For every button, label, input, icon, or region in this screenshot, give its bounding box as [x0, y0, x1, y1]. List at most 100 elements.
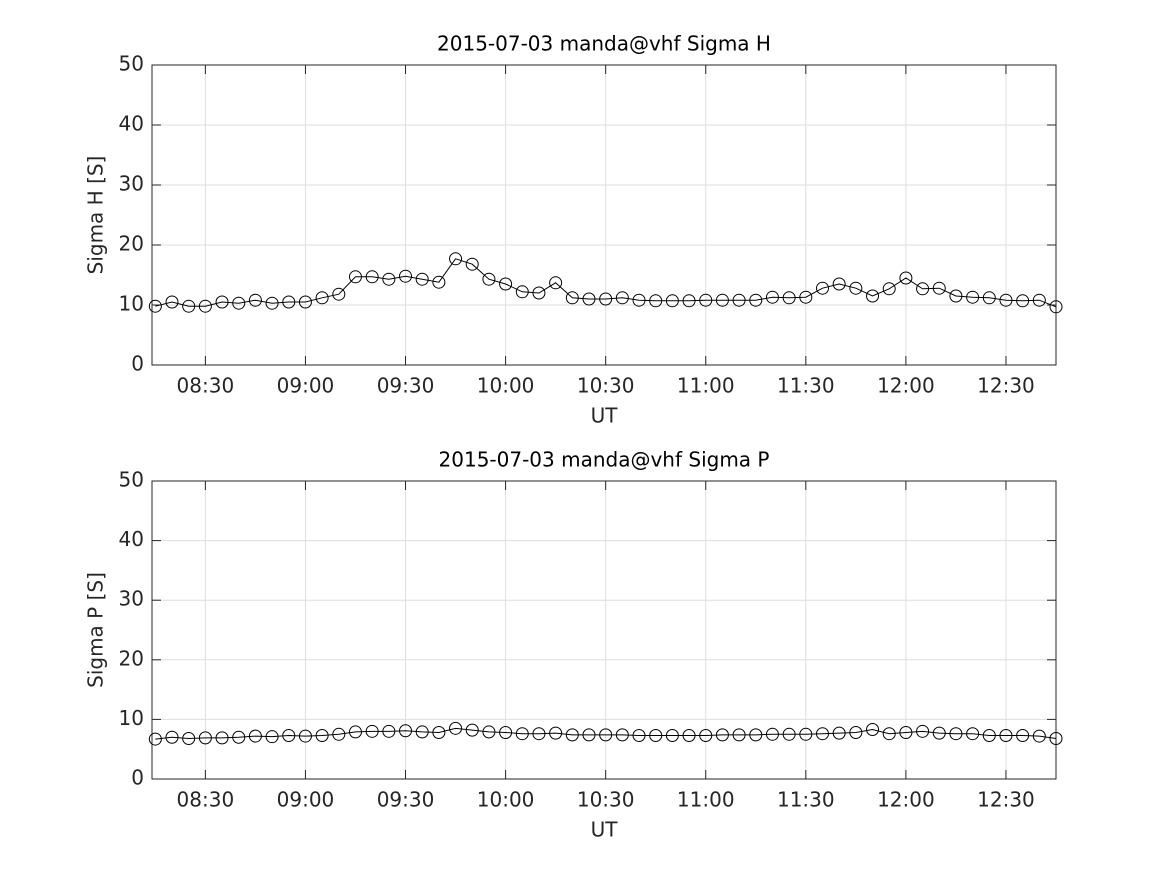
data-point [932, 281, 946, 295]
data-point [799, 727, 813, 741]
y-tick-label: 0 [131, 766, 144, 790]
x-tick-label: 12:00 [877, 374, 935, 398]
x-tick-label: 11:30 [777, 374, 835, 398]
data-point [882, 727, 896, 741]
data-point [165, 730, 179, 744]
y-tick-label: 20 [119, 232, 144, 256]
x-tick-label: 12:30 [977, 788, 1035, 812]
data-point [715, 728, 729, 742]
data-point [348, 270, 362, 284]
data-point [565, 728, 579, 742]
x-tick-label: 09:30 [377, 788, 435, 812]
data-point [982, 728, 996, 742]
data-point [949, 289, 963, 303]
data-point [215, 731, 229, 745]
data-point [482, 272, 496, 286]
x-tick-label: 12:30 [977, 374, 1035, 398]
data-point [382, 272, 396, 286]
data-point [832, 726, 846, 740]
data-point [148, 732, 162, 746]
data-point [415, 272, 429, 286]
data-point [515, 727, 529, 741]
data-point [298, 295, 312, 309]
data-point [449, 252, 463, 266]
data-point [465, 257, 479, 271]
series-line [155, 727, 1057, 740]
y-tick-label: 20 [119, 646, 144, 670]
data-point [332, 287, 346, 301]
data-point [582, 728, 596, 742]
data-point [432, 726, 446, 740]
data-point [732, 728, 746, 742]
y-tick-label: 10 [119, 292, 144, 316]
data-point [432, 275, 446, 289]
data-point [148, 299, 162, 313]
data-point [1016, 294, 1030, 308]
data-point [315, 291, 329, 305]
series-line [155, 258, 1057, 308]
data-point [565, 291, 579, 305]
y-tick-label: 50 [119, 52, 144, 76]
data-point [999, 293, 1013, 307]
y-tick-label: 0 [131, 352, 144, 376]
x-axis-label: UT [591, 818, 619, 842]
data-point [715, 293, 729, 307]
data-point [749, 728, 763, 742]
x-tick-label: 11:00 [677, 374, 735, 398]
data-point [399, 269, 413, 283]
x-tick-label: 10:30 [577, 788, 635, 812]
data-point [649, 294, 663, 308]
x-tick-label: 11:30 [777, 788, 835, 812]
data-point [399, 724, 413, 738]
data-point [1032, 293, 1046, 307]
data-point [449, 721, 463, 735]
data-point [649, 728, 663, 742]
data-point [866, 723, 880, 737]
data-point [415, 725, 429, 739]
chart-title: 2015-07-03 manda@vhf Sigma H [437, 32, 771, 56]
data-point [599, 728, 613, 742]
data-point [916, 282, 930, 296]
data-point [815, 727, 829, 741]
y-tick-label: 40 [119, 112, 144, 136]
data-point [232, 730, 246, 744]
data-point [499, 277, 513, 291]
x-tick-label: 10:30 [577, 374, 635, 398]
data-point [665, 728, 679, 742]
data-point [282, 295, 296, 309]
y-tick-label: 50 [119, 468, 144, 492]
data-point [832, 277, 846, 291]
y-axis-label: Sigma P [S] [84, 572, 108, 688]
data-point [765, 727, 779, 741]
data-point [815, 281, 829, 295]
y-tick-label: 40 [119, 527, 144, 551]
data-point [365, 270, 379, 284]
data-point [599, 292, 613, 306]
data-point [632, 728, 646, 742]
x-tick-label: 12:00 [877, 788, 935, 812]
data-point [699, 728, 713, 742]
data-point [899, 271, 913, 285]
data-point [265, 296, 279, 310]
data-point [682, 294, 696, 308]
data-point [482, 725, 496, 739]
data-point [849, 726, 863, 740]
data-point [348, 725, 362, 739]
data-point [966, 290, 980, 304]
data-point [182, 299, 196, 313]
data-point [215, 295, 229, 309]
data-point [849, 281, 863, 295]
data-point [949, 727, 963, 741]
y-tick-label: 30 [119, 172, 144, 196]
data-point [532, 286, 546, 300]
data-point [582, 292, 596, 306]
data-point [515, 285, 529, 299]
data-point [198, 299, 212, 313]
y-tick-label: 10 [119, 706, 144, 730]
data-point [549, 276, 563, 290]
data-point [632, 293, 646, 307]
data-point [265, 730, 279, 744]
data-point [465, 723, 479, 737]
